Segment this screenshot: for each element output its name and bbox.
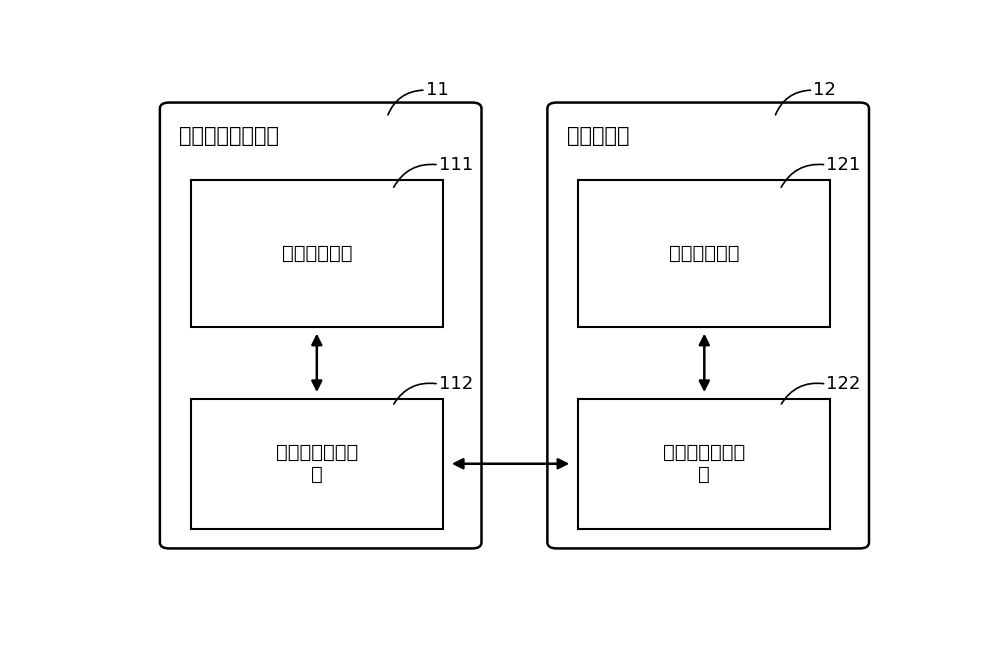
Text: 第一数据传输模
块: 第一数据传输模 块 [276,443,358,484]
Text: 112: 112 [439,375,473,393]
Text: 11: 11 [426,81,448,99]
FancyBboxPatch shape [578,180,830,327]
FancyBboxPatch shape [547,102,869,549]
FancyBboxPatch shape [578,399,830,529]
Text: 换电控制模块: 换电控制模块 [282,244,352,263]
FancyBboxPatch shape [160,102,482,549]
Text: 电池箱系统: 电池箱系统 [567,126,629,146]
FancyBboxPatch shape [191,399,443,529]
Text: 111: 111 [439,156,473,174]
Text: 电池控制模块: 电池控制模块 [669,244,740,263]
Text: 121: 121 [826,156,861,174]
Text: 车辆换电控制系统: 车辆换电控制系统 [179,126,279,146]
Text: 12: 12 [813,81,836,99]
Text: 122: 122 [826,375,861,393]
FancyBboxPatch shape [191,180,443,327]
Text: 第二数据传输模
块: 第二数据传输模 块 [663,443,745,484]
